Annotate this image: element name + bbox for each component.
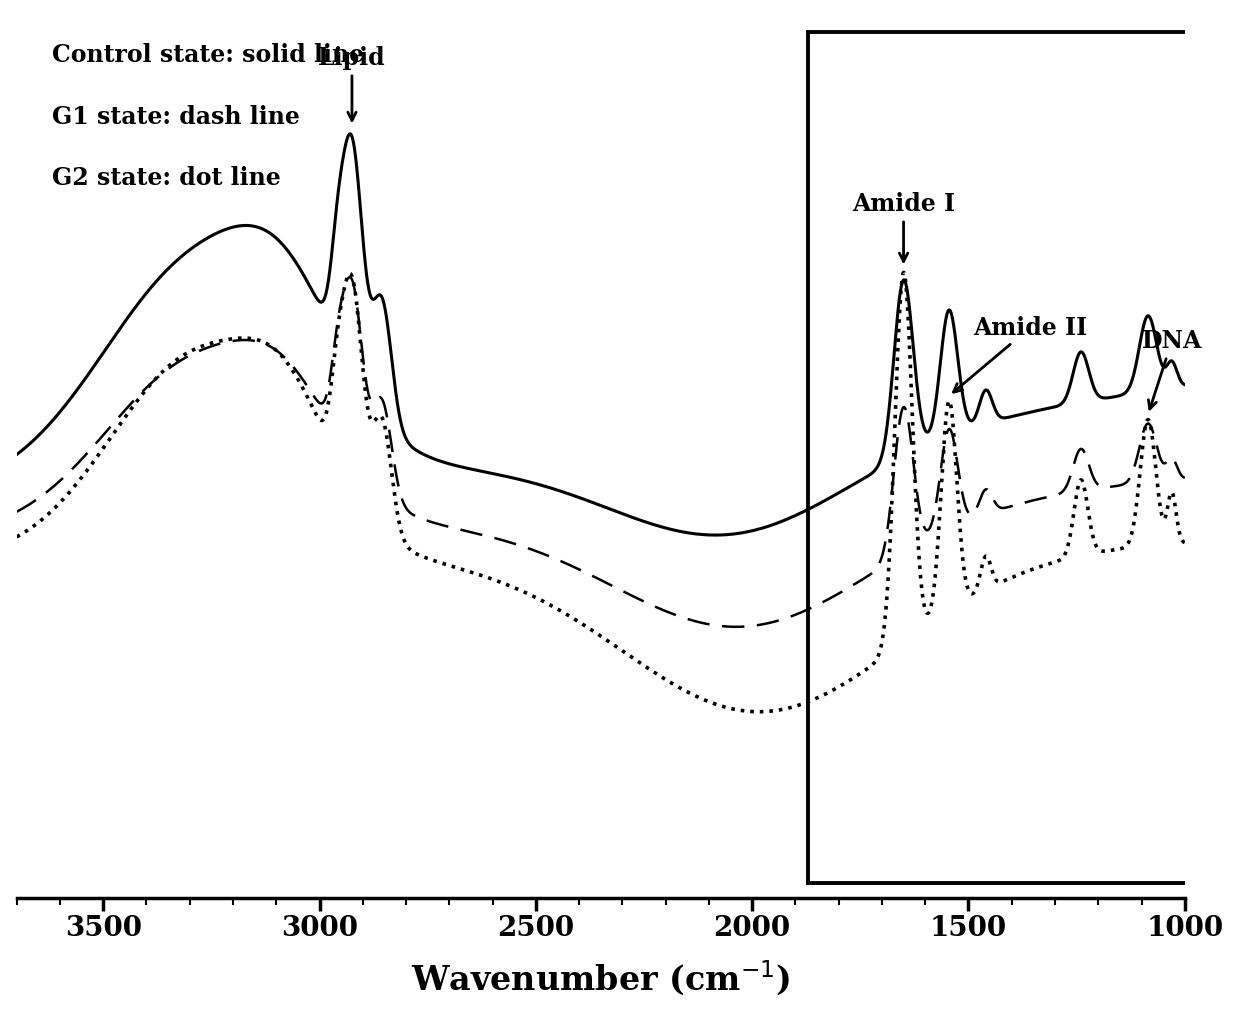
Text: G1 state: dash line: G1 state: dash line bbox=[52, 105, 300, 129]
Text: Amide I: Amide I bbox=[852, 192, 955, 262]
X-axis label: Wavenumber (cm$^{-1}$): Wavenumber (cm$^{-1}$) bbox=[410, 959, 790, 999]
Text: Lipid: Lipid bbox=[319, 47, 386, 121]
Text: Amide II: Amide II bbox=[954, 316, 1087, 392]
Text: DNA: DNA bbox=[1142, 329, 1202, 409]
Bar bbox=[808, 31, 1189, 883]
Text: G2 state: dot line: G2 state: dot line bbox=[52, 166, 280, 191]
Text: Control state: solid line: Control state: solid line bbox=[52, 43, 363, 67]
